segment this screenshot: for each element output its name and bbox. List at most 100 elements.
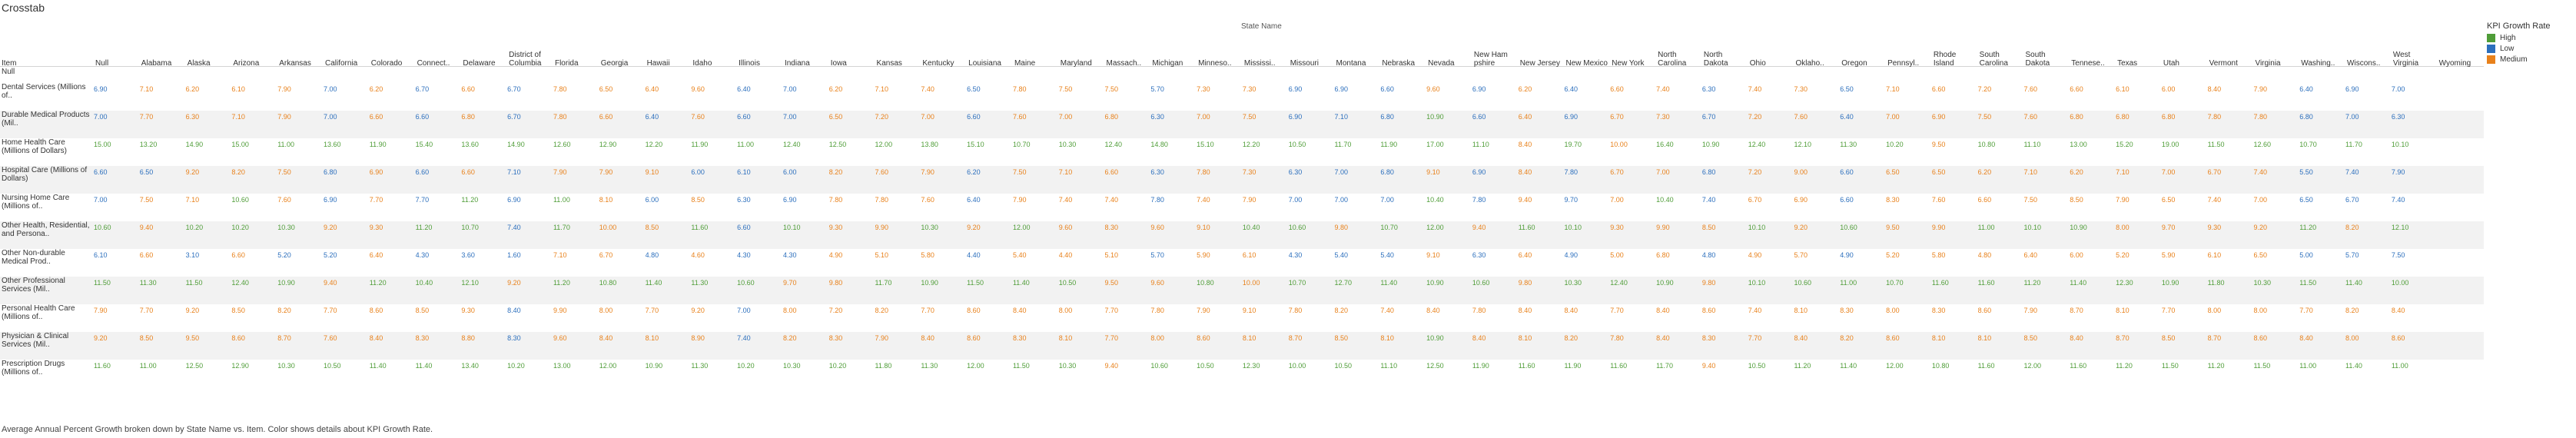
data-cell[interactable]: 10.60 [1840,221,1887,249]
data-cell[interactable]: 7.70 [370,194,416,221]
data-cell[interactable]: 7.10 [140,83,186,111]
data-cell[interactable]: 7.80 [829,194,875,221]
data-cell[interactable]: 8.10 [1794,304,1840,332]
data-cell[interactable]: 7.00 [2345,111,2392,138]
data-cell[interactable]: 6.60 [1610,83,1656,111]
data-cell[interactable] [921,68,967,83]
data-cell[interactable]: 6.10 [2208,249,2254,277]
data-cell[interactable]: 10.90 [1426,332,1472,360]
data-cell[interactable]: 11.50 [185,277,232,304]
data-cell[interactable]: 8.50 [2070,194,2116,221]
data-cell[interactable]: 11.70 [2345,138,2392,166]
data-cell[interactable] [1748,68,1794,83]
data-cell[interactable]: 6.30 [2391,111,2438,138]
data-cell[interactable] [2438,360,2484,387]
column-header-state[interactable]: Maine [1014,59,1036,68]
data-cell[interactable]: 6.90 [1288,111,1335,138]
data-cell[interactable]: 6.60 [231,249,277,277]
data-cell[interactable]: 10.40 [1656,194,1702,221]
data-cell[interactable]: 13.60 [324,138,370,166]
data-cell[interactable] [94,68,140,83]
data-cell[interactable]: 14.80 [1150,138,1197,166]
data-cell[interactable]: 10.50 [1289,138,1335,166]
data-cell[interactable]: 9.10 [1426,166,1472,194]
data-cell[interactable]: 6.70 [1748,194,1794,221]
data-cell[interactable]: 8.40 [921,332,968,360]
column-header-state[interactable]: Washing.. [2301,59,2335,68]
data-cell[interactable]: 8.60 [370,304,416,332]
data-cell[interactable]: 6.50 [1886,166,1932,194]
data-cell[interactable]: 12.50 [829,138,875,166]
row-header-item[interactable]: Personal Health Care (Millions of.. [2,304,75,321]
row-header-item[interactable]: Other Health, Residential, and Persona.. [0,221,94,249]
data-cell[interactable]: 8.10 [1242,332,1289,360]
data-cell[interactable]: 7.80 [2253,111,2300,138]
data-cell[interactable]: 7.90 [1197,304,1243,332]
data-cell[interactable]: 9.60 [1150,221,1197,249]
data-cell[interactable]: 6.40 [645,111,692,138]
data-cell[interactable] [2162,68,2208,83]
data-cell[interactable]: 13.00 [553,360,599,387]
data-cell[interactable]: 8.50 [231,304,277,332]
data-cell[interactable]: 8.10 [1977,332,2024,360]
data-cell[interactable]: 7.00 [1886,111,1932,138]
data-cell[interactable]: 10.80 [1932,360,1978,387]
data-cell[interactable]: 4.30 [737,249,783,277]
data-cell[interactable]: 6.10 [737,166,783,194]
data-cell[interactable]: 11.40 [1012,277,1059,304]
data-cell[interactable]: 8.70 [277,332,324,360]
data-cell[interactable]: 8.20 [782,332,829,360]
data-cell[interactable]: 11.20 [553,277,599,304]
data-cell[interactable]: 7.50 [2023,194,2070,221]
data-cell[interactable]: 7.70 [646,304,692,332]
data-cell[interactable]: 5.90 [2162,249,2208,277]
data-cell[interactable]: 13.20 [140,138,186,166]
column-header-state[interactable]: Texas [2117,59,2138,68]
data-cell[interactable]: 11.60 [1610,360,1656,387]
data-cell[interactable]: 10.70 [1380,221,1427,249]
data-cell[interactable] [1702,68,1748,83]
data-cell[interactable]: 8.40 [369,332,416,360]
data-cell[interactable]: 4.30 [416,249,462,277]
data-cell[interactable]: 11.30 [691,360,737,387]
data-cell[interactable]: 10.60 [737,277,783,304]
data-cell[interactable]: 6.00 [646,194,692,221]
column-header-state[interactable]: Pennsyl.. [1887,59,1920,68]
data-cell[interactable]: 5.20 [324,249,370,277]
data-cell[interactable]: 10.70 [1013,138,1059,166]
data-cell[interactable]: 9.50 [1932,138,1978,166]
column-header-state[interactable]: Florida [554,59,579,68]
data-cell[interactable]: 7.80 [2207,111,2254,138]
data-cell[interactable]: 6.00 [782,166,829,194]
data-cell[interactable]: 11.00 [553,194,599,221]
row-header-item[interactable]: Other Non-durable Medical Prod.. [2,249,65,266]
data-cell[interactable]: 7.50 [140,194,186,221]
data-cell[interactable]: 8.40 [1013,304,1059,332]
data-cell[interactable]: 7.20 [1978,83,2024,111]
data-cell[interactable] [2438,83,2484,111]
data-cell[interactable]: 9.20 [691,304,737,332]
data-cell[interactable]: 10.40 [1426,194,1472,221]
data-cell[interactable] [1978,68,2024,83]
data-cell[interactable]: 7.10 [875,83,921,111]
data-cell[interactable]: 11.70 [553,221,599,249]
data-cell[interactable]: 7.30 [1794,83,1840,111]
data-cell[interactable]: 1.60 [507,249,553,277]
data-cell[interactable] [2116,68,2162,83]
data-cell[interactable]: 10.90 [646,360,692,387]
data-cell[interactable]: 6.60 [1840,194,1886,221]
data-cell[interactable] [1886,68,1932,83]
legend-item[interactable]: Medium [2487,55,2573,64]
data-cell[interactable]: 7.80 [875,194,921,221]
data-cell[interactable]: 6.00 [2070,249,2116,277]
column-header-state[interactable]: New Mexico [1565,59,1608,68]
data-cell[interactable]: 10.90 [921,277,968,304]
data-cell[interactable]: 6.60 [737,221,783,249]
data-cell[interactable] [829,68,875,83]
data-cell[interactable] [691,68,737,83]
data-cell[interactable]: 8.20 [1335,304,1381,332]
data-cell[interactable] [1794,68,1840,83]
data-cell[interactable]: 11.90 [1380,138,1426,166]
data-cell[interactable]: 7.00 [1289,194,1335,221]
data-cell[interactable] [1243,68,1289,83]
